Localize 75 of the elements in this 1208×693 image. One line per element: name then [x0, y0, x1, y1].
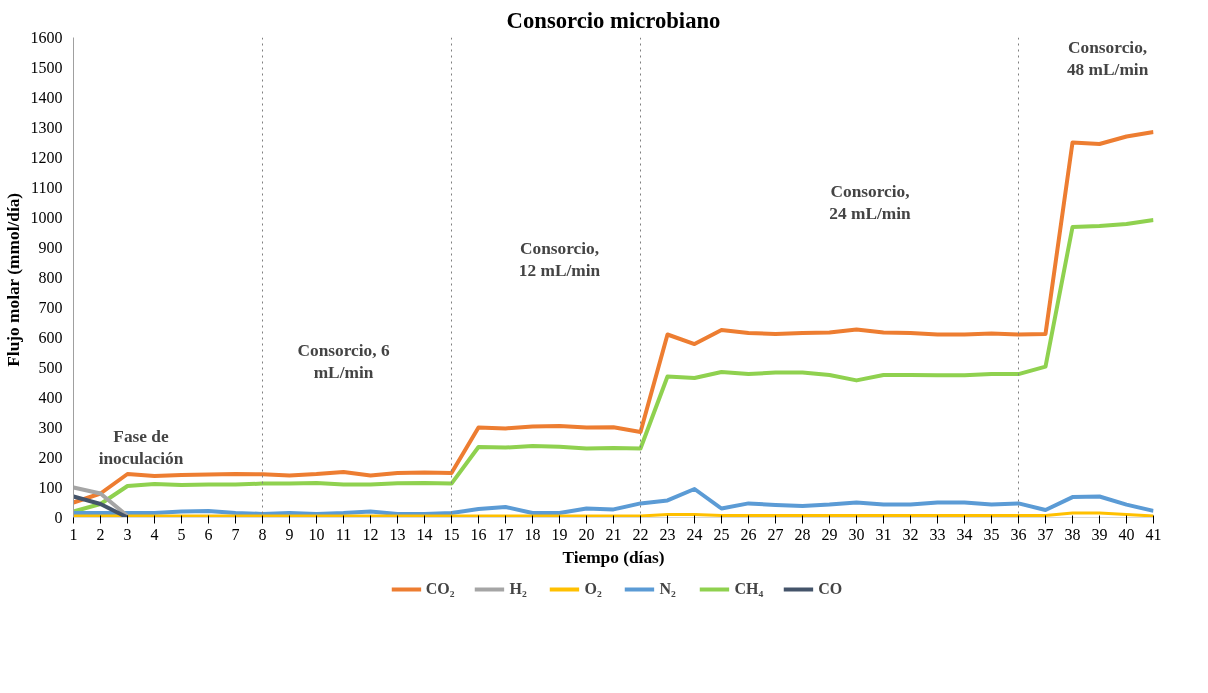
legend-label: O₂ — [584, 580, 603, 598]
x-tick-label: 34 — [956, 525, 973, 543]
annotation: Consorcio, 24 mL/min — [829, 182, 912, 223]
x-tick-label: 19 — [551, 525, 568, 543]
x-tick-label: 1 — [69, 525, 78, 543]
x-tick-label: 32 — [902, 525, 919, 543]
x-tick-label: 27 — [767, 525, 784, 543]
x-tick-label: 39 — [1091, 525, 1108, 543]
x-tick-label: 11 — [335, 525, 352, 543]
y-tick-label: 1000 — [30, 209, 63, 226]
x-tick-label: 22 — [632, 525, 649, 543]
x-tick-label: 24 — [686, 525, 703, 543]
chart-title: Consorcio microbiano — [506, 7, 721, 33]
y-tick-label: 800 — [38, 269, 63, 286]
annotation: Consorcio, 48 mL/min — [1066, 38, 1149, 79]
x-tick-label: 7 — [231, 525, 240, 543]
y-tick-label: 1100 — [31, 179, 63, 196]
y-tick-label: 500 — [38, 359, 63, 376]
x-tick-label: 5 — [177, 525, 186, 543]
x-tick-label: 17 — [497, 525, 514, 543]
x-tick-label: 36 — [1010, 525, 1027, 543]
x-tick-label: 37 — [1037, 525, 1054, 543]
y-tick-label: 600 — [38, 329, 63, 346]
x-tick-label: 8 — [258, 525, 267, 543]
x-tick-label: 14 — [416, 525, 433, 543]
line-series — [73, 217, 1154, 514]
x-tick-label: 41 — [1145, 525, 1162, 543]
x-tick-label: 26 — [740, 525, 757, 543]
legend-label: H₂ — [509, 580, 528, 598]
x-tick-label: 15 — [443, 525, 460, 543]
y-tick-label: 400 — [38, 389, 63, 406]
y-tick-label: 1300 — [30, 119, 63, 136]
x-tick-label: 25 — [713, 525, 730, 543]
y-tick-label: 1400 — [30, 89, 63, 106]
x-tick-label: 16 — [470, 525, 487, 543]
line-series — [73, 130, 1154, 505]
x-tick-label: 20 — [578, 525, 595, 543]
annotation: Consorcio, 6 mL/min — [297, 341, 390, 382]
annotation: Consorcio, 12 mL/min — [518, 239, 601, 280]
y-axis-title: Flujo molar (mmol/día) — [3, 192, 23, 367]
x-tick-label: 35 — [983, 525, 1000, 543]
legend-label: N₂ — [659, 580, 677, 598]
legend-label: CO₂ — [425, 580, 455, 598]
x-tick-label: 23 — [659, 525, 676, 543]
x-tick-label: 10 — [308, 525, 325, 543]
y-tick-label: 300 — [38, 419, 63, 436]
line-series — [73, 487, 1154, 516]
legend-label: CO — [818, 580, 843, 598]
x-tick-label: 9 — [285, 525, 294, 543]
x-tick-label: 13 — [389, 525, 406, 543]
x-tick-label: 40 — [1118, 525, 1135, 543]
y-tick-label: 700 — [38, 299, 63, 316]
y-tick-label: 1500 — [30, 59, 63, 76]
x-tick-label: 18 — [524, 525, 541, 543]
x-axis-title: Tiempo (días) — [562, 547, 665, 567]
y-tick-label: 200 — [38, 449, 63, 466]
x-tick-label: 3 — [123, 525, 132, 543]
annotation: Fase de inoculación — [98, 426, 184, 468]
x-tick-label: 2 — [96, 525, 105, 543]
y-tick-label: 1600 — [30, 29, 63, 46]
y-tick-label: 100 — [38, 479, 63, 496]
x-tick-label: 28 — [794, 525, 811, 543]
y-tick-label: 1200 — [30, 149, 63, 166]
x-tick-label: 4 — [150, 525, 159, 543]
legend-label: CH₄ — [734, 580, 764, 598]
x-tick-label: 6 — [204, 525, 213, 543]
x-tick-label: 12 — [362, 525, 379, 543]
x-tick-label: 33 — [929, 525, 946, 543]
x-tick-label: 21 — [605, 525, 622, 543]
x-tick-label: 38 — [1064, 525, 1081, 543]
y-tick-label: 0 — [54, 509, 63, 526]
x-tick-label: 31 — [875, 525, 892, 543]
x-tick-label: 30 — [848, 525, 865, 543]
x-tick-label: 29 — [821, 525, 838, 543]
y-tick-label: 900 — [38, 239, 63, 256]
